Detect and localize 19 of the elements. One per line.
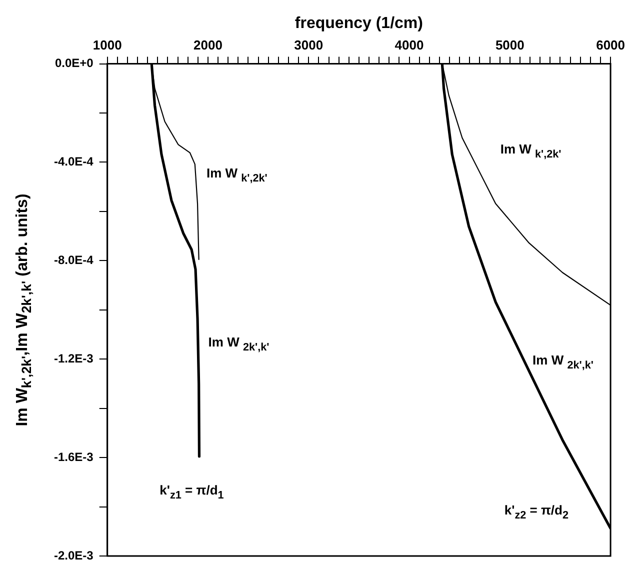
annotation: Im W $_{2k',k'}$	[532, 352, 594, 371]
x-tick-label: 2000	[194, 38, 222, 53]
x-tick-label: 4000	[394, 38, 424, 53]
x-axis-title: frequency (1/cm)	[294, 15, 423, 32]
y-tick-label: -2.0E-3	[54, 548, 94, 562]
x-tick-label: 1000	[92, 38, 122, 53]
x-tick-label: 5000	[495, 38, 524, 53]
y-tick-label: -8.0E-4	[54, 252, 94, 267]
annotation: Im W $_{k',2k'}$	[500, 142, 562, 161]
x-tick-label: 3000	[294, 38, 324, 53]
annotation: Im W $_{k',2k'}$	[206, 165, 268, 184]
annotation: Im W $_{2k',k'}$	[208, 335, 270, 354]
x-tick-label: 6000	[596, 38, 625, 53]
y-tick-label: -4.0E-4	[54, 154, 94, 169]
annotation: k'$_{z2}$ = π/d$_{2}$	[504, 502, 568, 521]
y-tick-label: -1.2E-3	[54, 351, 94, 366]
y-tick-label: -1.6E-3	[54, 450, 94, 464]
annotation: k'$_{z1}$ = π/d$_{1}$	[160, 482, 224, 502]
y-tick-label: 0.0E+0	[54, 56, 94, 70]
